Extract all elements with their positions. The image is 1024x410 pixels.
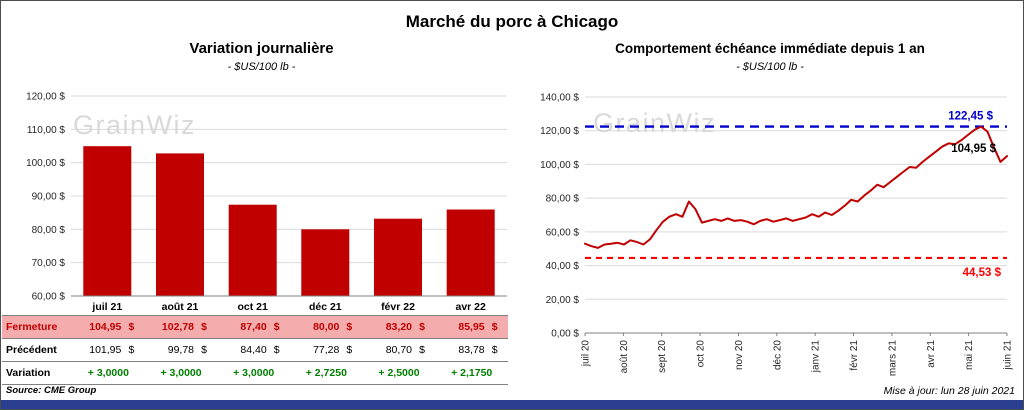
y-tick-label: 100,00 $ bbox=[540, 160, 579, 171]
table-cell: + 3,0000 bbox=[144, 361, 218, 385]
price-series-line bbox=[584, 125, 1008, 249]
table-cell: + 2,7250 bbox=[290, 361, 363, 385]
x-tick-label: nov 20 bbox=[734, 340, 745, 370]
last-value-label: 104,95 $ bbox=[951, 143, 996, 155]
bar-chart: 60,00 $ 70,00 $ 80,00 $ 90,00 $ 100,00 $ 110,… bbox=[26, 92, 507, 313]
table-cell: 83,20 $ bbox=[362, 315, 436, 339]
y-tick-label: 60,00 $ bbox=[32, 292, 66, 303]
table-cell: 77,28 $ bbox=[290, 338, 363, 362]
y-tick-label: 0,00 $ bbox=[551, 329, 579, 340]
bar-chart-title: Variation journalière bbox=[189, 40, 334, 57]
line-chart-title: Comportement échéance immédiate depuis 1… bbox=[615, 41, 925, 56]
y-tick-label: 110,00 $ bbox=[27, 125, 66, 136]
line-chart: 0,00 $ 20,00 $ 40,00 $ 60,00 $ 80,00 $ 100,00… bbox=[540, 93, 1014, 377]
x-category-label: oct 21 bbox=[238, 301, 269, 313]
table-cell: + 2,5000 bbox=[362, 361, 436, 385]
y-tick-label: 40,00 $ bbox=[546, 261, 580, 272]
daily-variation-panel: Variation journalière - $US/100 lb - 60,… bbox=[9, 39, 514, 317]
x-tick-label: oct 20 bbox=[696, 340, 707, 368]
page-title: Marché du porc à Chicago bbox=[405, 12, 619, 31]
y-tick-label: 120,00 $ bbox=[26, 92, 65, 103]
x-category-label: déc 21 bbox=[309, 301, 342, 313]
table-cell: 87,40 $ bbox=[217, 315, 291, 339]
table-cell: 80,00 $ bbox=[290, 315, 363, 339]
table-row-variation: Variation + 3,0000 + 3,0000 + 3,0000 + 2,725… bbox=[2, 361, 508, 385]
y-tick-label: 70,00 $ bbox=[32, 258, 66, 269]
x-tick-label: févr 21 bbox=[849, 340, 860, 371]
bar-juil 21 bbox=[83, 146, 132, 296]
y-tick-label: 100,00 $ bbox=[26, 158, 65, 169]
x-tick-label: avr 21 bbox=[926, 340, 937, 368]
y-tick-label: 20,00 $ bbox=[546, 295, 580, 306]
table-cell: 80,70 $ bbox=[362, 338, 436, 362]
table-row-fermeture: Fermeture 104,95 $102,78 $87,40 $80,00 $83,20… bbox=[2, 315, 508, 339]
summary-table: Fermeture 104,95 $102,78 $87,40 $80,00 $83,20… bbox=[2, 315, 508, 385]
x-tick-label: mars 21 bbox=[887, 340, 898, 377]
x-tick-label: août 20 bbox=[619, 340, 630, 374]
row-label: Précédent bbox=[2, 338, 73, 362]
grainwiz-watermark: GrainWiz bbox=[73, 110, 196, 140]
y-tick-label: 60,00 $ bbox=[546, 227, 580, 238]
table-cell: 102,78 $ bbox=[144, 315, 218, 339]
y-tick-label: 80,00 $ bbox=[32, 225, 66, 236]
bar-août 21 bbox=[156, 153, 204, 296]
row-label: Fermeture bbox=[2, 315, 73, 339]
source-note: Source: CME Group bbox=[6, 385, 97, 396]
y-tick-label: 120,00 $ bbox=[540, 126, 579, 137]
x-category-label: juil 21 bbox=[91, 301, 122, 313]
table-cell: 99,78 $ bbox=[144, 338, 218, 362]
bar-chart-subtitle: - $US/100 lb - bbox=[227, 61, 296, 73]
table-cell: 101,95 $ bbox=[72, 338, 145, 362]
x-tick-label: janv 21 bbox=[811, 340, 822, 374]
bar-févr 22 bbox=[374, 218, 422, 296]
table-cell: 85,95 $ bbox=[435, 315, 508, 339]
x-category-label: févr 22 bbox=[381, 301, 415, 313]
update-note: Mise à jour: lun 28 juin 2021 bbox=[883, 385, 1015, 397]
table-cell: + 2,1750 bbox=[435, 361, 508, 385]
x-tick-label: déc 20 bbox=[772, 340, 783, 370]
table-row-precedent: Précédent 101,95 $99,78 $84,40 $77,28 $80,70 $… bbox=[2, 338, 508, 362]
y-tick-label: 140,00 $ bbox=[540, 93, 579, 104]
max-value-label: 122,45 $ bbox=[948, 111, 993, 123]
table-cell: 84,40 $ bbox=[217, 338, 291, 362]
row-label: Variation bbox=[2, 361, 73, 385]
line-chart-subtitle: - $US/100 lb - bbox=[736, 61, 804, 73]
x-tick-label: mai 21 bbox=[964, 340, 975, 370]
y-tick-label: 80,00 $ bbox=[546, 194, 580, 205]
bar-déc 21 bbox=[301, 229, 350, 296]
bar-oct 21 bbox=[228, 204, 277, 296]
x-category-label: avr 22 bbox=[456, 301, 487, 313]
min-value-label: 44,53 $ bbox=[963, 267, 1002, 279]
y-tick-label: 90,00 $ bbox=[32, 192, 66, 203]
table-cell: + 3,0000 bbox=[217, 361, 291, 385]
table-cell: + 3,0000 bbox=[72, 361, 145, 385]
table-cell: 104,95 $ bbox=[72, 315, 145, 339]
x-category-label: août 21 bbox=[162, 301, 199, 313]
x-tick-label: sept 20 bbox=[657, 340, 668, 373]
x-tick-label: juil 20 bbox=[581, 340, 592, 368]
bar-avr 22 bbox=[446, 209, 495, 296]
front-month-panel: Comportement échéance immédiate depuis 1… bbox=[521, 39, 1019, 385]
x-tick-label: juin 21 bbox=[1003, 340, 1014, 371]
bottom-accent-bar bbox=[1, 400, 1023, 409]
grainwiz-watermark: GrainWiz bbox=[593, 108, 716, 138]
table-cell: 83,78 $ bbox=[435, 338, 508, 362]
